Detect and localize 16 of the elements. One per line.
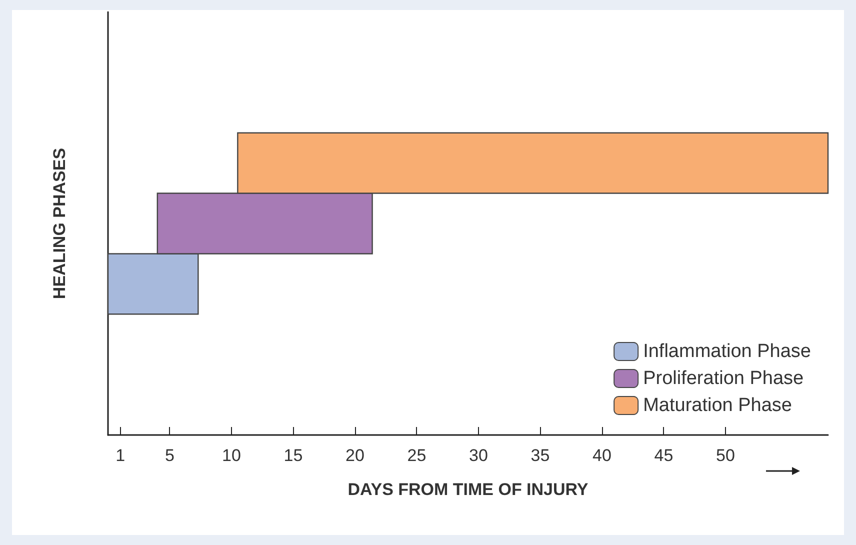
x-tick-label: 50 bbox=[716, 446, 735, 465]
x-tick-label: 30 bbox=[469, 446, 488, 465]
x-tick-label: 25 bbox=[407, 446, 426, 465]
x-axis-title: DAYS FROM TIME OF INJURY bbox=[348, 480, 589, 499]
x-tick-label: 5 bbox=[165, 446, 174, 465]
legend-label: Proliferation Phase bbox=[643, 368, 804, 389]
y-axis-title: HEALING PHASES bbox=[50, 148, 69, 300]
x-tick-label: 40 bbox=[592, 446, 612, 465]
x-tick-label: 1 bbox=[116, 446, 126, 465]
legend-label: Inflammation Phase bbox=[643, 341, 811, 362]
x-tick-label: 15 bbox=[284, 446, 303, 465]
x-tick-label: 10 bbox=[222, 446, 241, 465]
x-tick-label: 35 bbox=[530, 446, 550, 465]
x-tick-label: 20 bbox=[346, 446, 364, 465]
x-tick-label: 45 bbox=[654, 446, 674, 465]
legend-label: Maturation Phase bbox=[643, 395, 792, 416]
